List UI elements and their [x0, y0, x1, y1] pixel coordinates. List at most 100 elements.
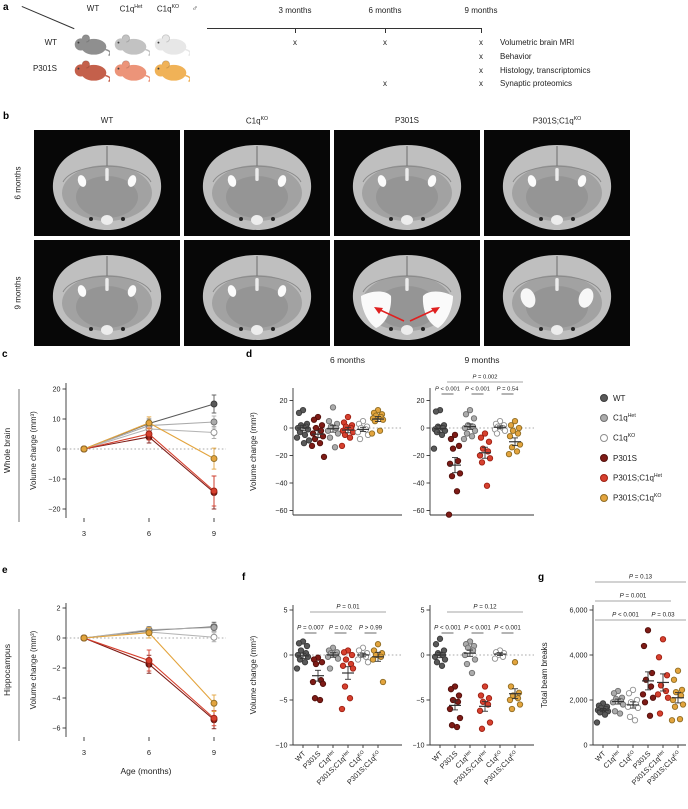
data-point [295, 409, 303, 417]
data-point [436, 635, 444, 642]
data-point [451, 431, 459, 439]
group-c1qko [624, 686, 642, 724]
svg-text:Whole brain: Whole brain [2, 428, 12, 474]
data-point [644, 627, 652, 634]
group-p301s [308, 413, 328, 461]
data-point [356, 435, 364, 443]
data-point [312, 660, 320, 668]
data-point [342, 656, 350, 663]
svg-text:6 months: 6 months [330, 355, 365, 365]
svg-text:6: 6 [147, 748, 151, 757]
legend-dot-icon [600, 454, 608, 462]
svg-text:2,000: 2,000 [570, 696, 588, 705]
mouse-row-label: WT [44, 38, 57, 47]
data-point [376, 427, 384, 434]
legend-item: P301S [600, 448, 662, 468]
data-point [656, 710, 664, 717]
timeline-point-label: 9 months [464, 6, 498, 15]
group-p301s_c1qhet [338, 647, 357, 713]
series-p301s_c1qhet [80, 634, 218, 727]
svg-text:6: 6 [147, 529, 151, 538]
svg-text:2: 2 [57, 604, 61, 613]
data-point [430, 445, 438, 452]
data-point [654, 691, 662, 698]
svg-text:P = 0.01: P = 0.01 [336, 604, 360, 611]
data-point [332, 424, 340, 432]
data-point [625, 690, 633, 697]
data-point [513, 448, 521, 455]
data-point [295, 640, 303, 647]
svg-text:−4: −4 [52, 694, 60, 703]
axes: 5 0 −5 −10 Volume change (mm³) [249, 605, 402, 750]
group-c1qhet [324, 644, 342, 672]
data-point [478, 725, 486, 732]
data-point [646, 712, 654, 719]
data-point [340, 649, 348, 656]
data-point [341, 683, 349, 690]
svg-text:P = 0.002: P = 0.002 [473, 375, 498, 381]
data-point [668, 717, 676, 724]
mouse-icon [154, 34, 190, 57]
svg-text:−40: −40 [413, 479, 425, 488]
group-c1qhet [324, 404, 342, 451]
svg-text:0: 0 [284, 424, 288, 433]
data-point [210, 624, 218, 631]
data-point [456, 470, 464, 477]
data-point [468, 669, 476, 677]
data-point [296, 656, 304, 663]
svg-text:0: 0 [421, 651, 425, 660]
data-point [453, 723, 461, 731]
data-point [441, 427, 449, 434]
group-p301s [309, 654, 327, 704]
data-point [501, 427, 509, 434]
data-point [312, 424, 320, 432]
data-point [506, 696, 514, 704]
data-point [486, 455, 494, 462]
svg-text:−10: −10 [275, 741, 287, 750]
timeline-tick [481, 28, 482, 33]
data-point [334, 430, 342, 437]
legend-label: P301S [613, 453, 638, 463]
mouse-icon [74, 34, 110, 57]
svg-text:−40: −40 [275, 479, 287, 488]
mri-image [334, 240, 480, 346]
data-point [441, 656, 449, 663]
data-point [674, 667, 682, 674]
data-point [507, 422, 515, 429]
group-c1qko [354, 644, 372, 666]
timeline-mark: x [479, 38, 483, 47]
svg-text:5: 5 [284, 606, 288, 615]
data-point [319, 680, 327, 687]
data-point [455, 442, 463, 450]
group-p301s_c1qhet [654, 636, 672, 717]
data-point [670, 676, 678, 683]
data-point [485, 695, 493, 702]
data-point [210, 400, 218, 408]
hippocampus-line-chart: Hippocampus 2 0 −2 −4 −6 Volume change (mm³) 3 6… [2, 603, 226, 776]
legend-label: WT [613, 393, 626, 403]
data-point [516, 441, 524, 448]
timeline-mark: x [383, 38, 387, 47]
data-point [438, 662, 446, 669]
svg-text:P < 0.001: P < 0.001 [465, 387, 490, 393]
legend-dot-icon [600, 494, 608, 502]
data-point [320, 453, 328, 461]
data-point [463, 430, 471, 437]
data-point [310, 416, 318, 423]
genotype-legend: WT C1qHet C1qKO P301S P301S;C1qHet P301S;C1qK… [600, 388, 662, 508]
panel-label-a: a [3, 2, 9, 13]
data-point [454, 457, 462, 465]
group-p301s_c1qko [668, 667, 687, 724]
group-wt [293, 638, 312, 672]
data-point [316, 696, 324, 704]
data-point [655, 654, 663, 661]
data-point [609, 699, 617, 706]
mouse-row-label: P301S [32, 64, 57, 73]
svg-text:0: 0 [57, 445, 61, 454]
svg-text:P < 0.001: P < 0.001 [464, 625, 491, 632]
data-point [664, 694, 672, 701]
svg-text:3: 3 [82, 529, 86, 538]
data-point [210, 487, 218, 495]
